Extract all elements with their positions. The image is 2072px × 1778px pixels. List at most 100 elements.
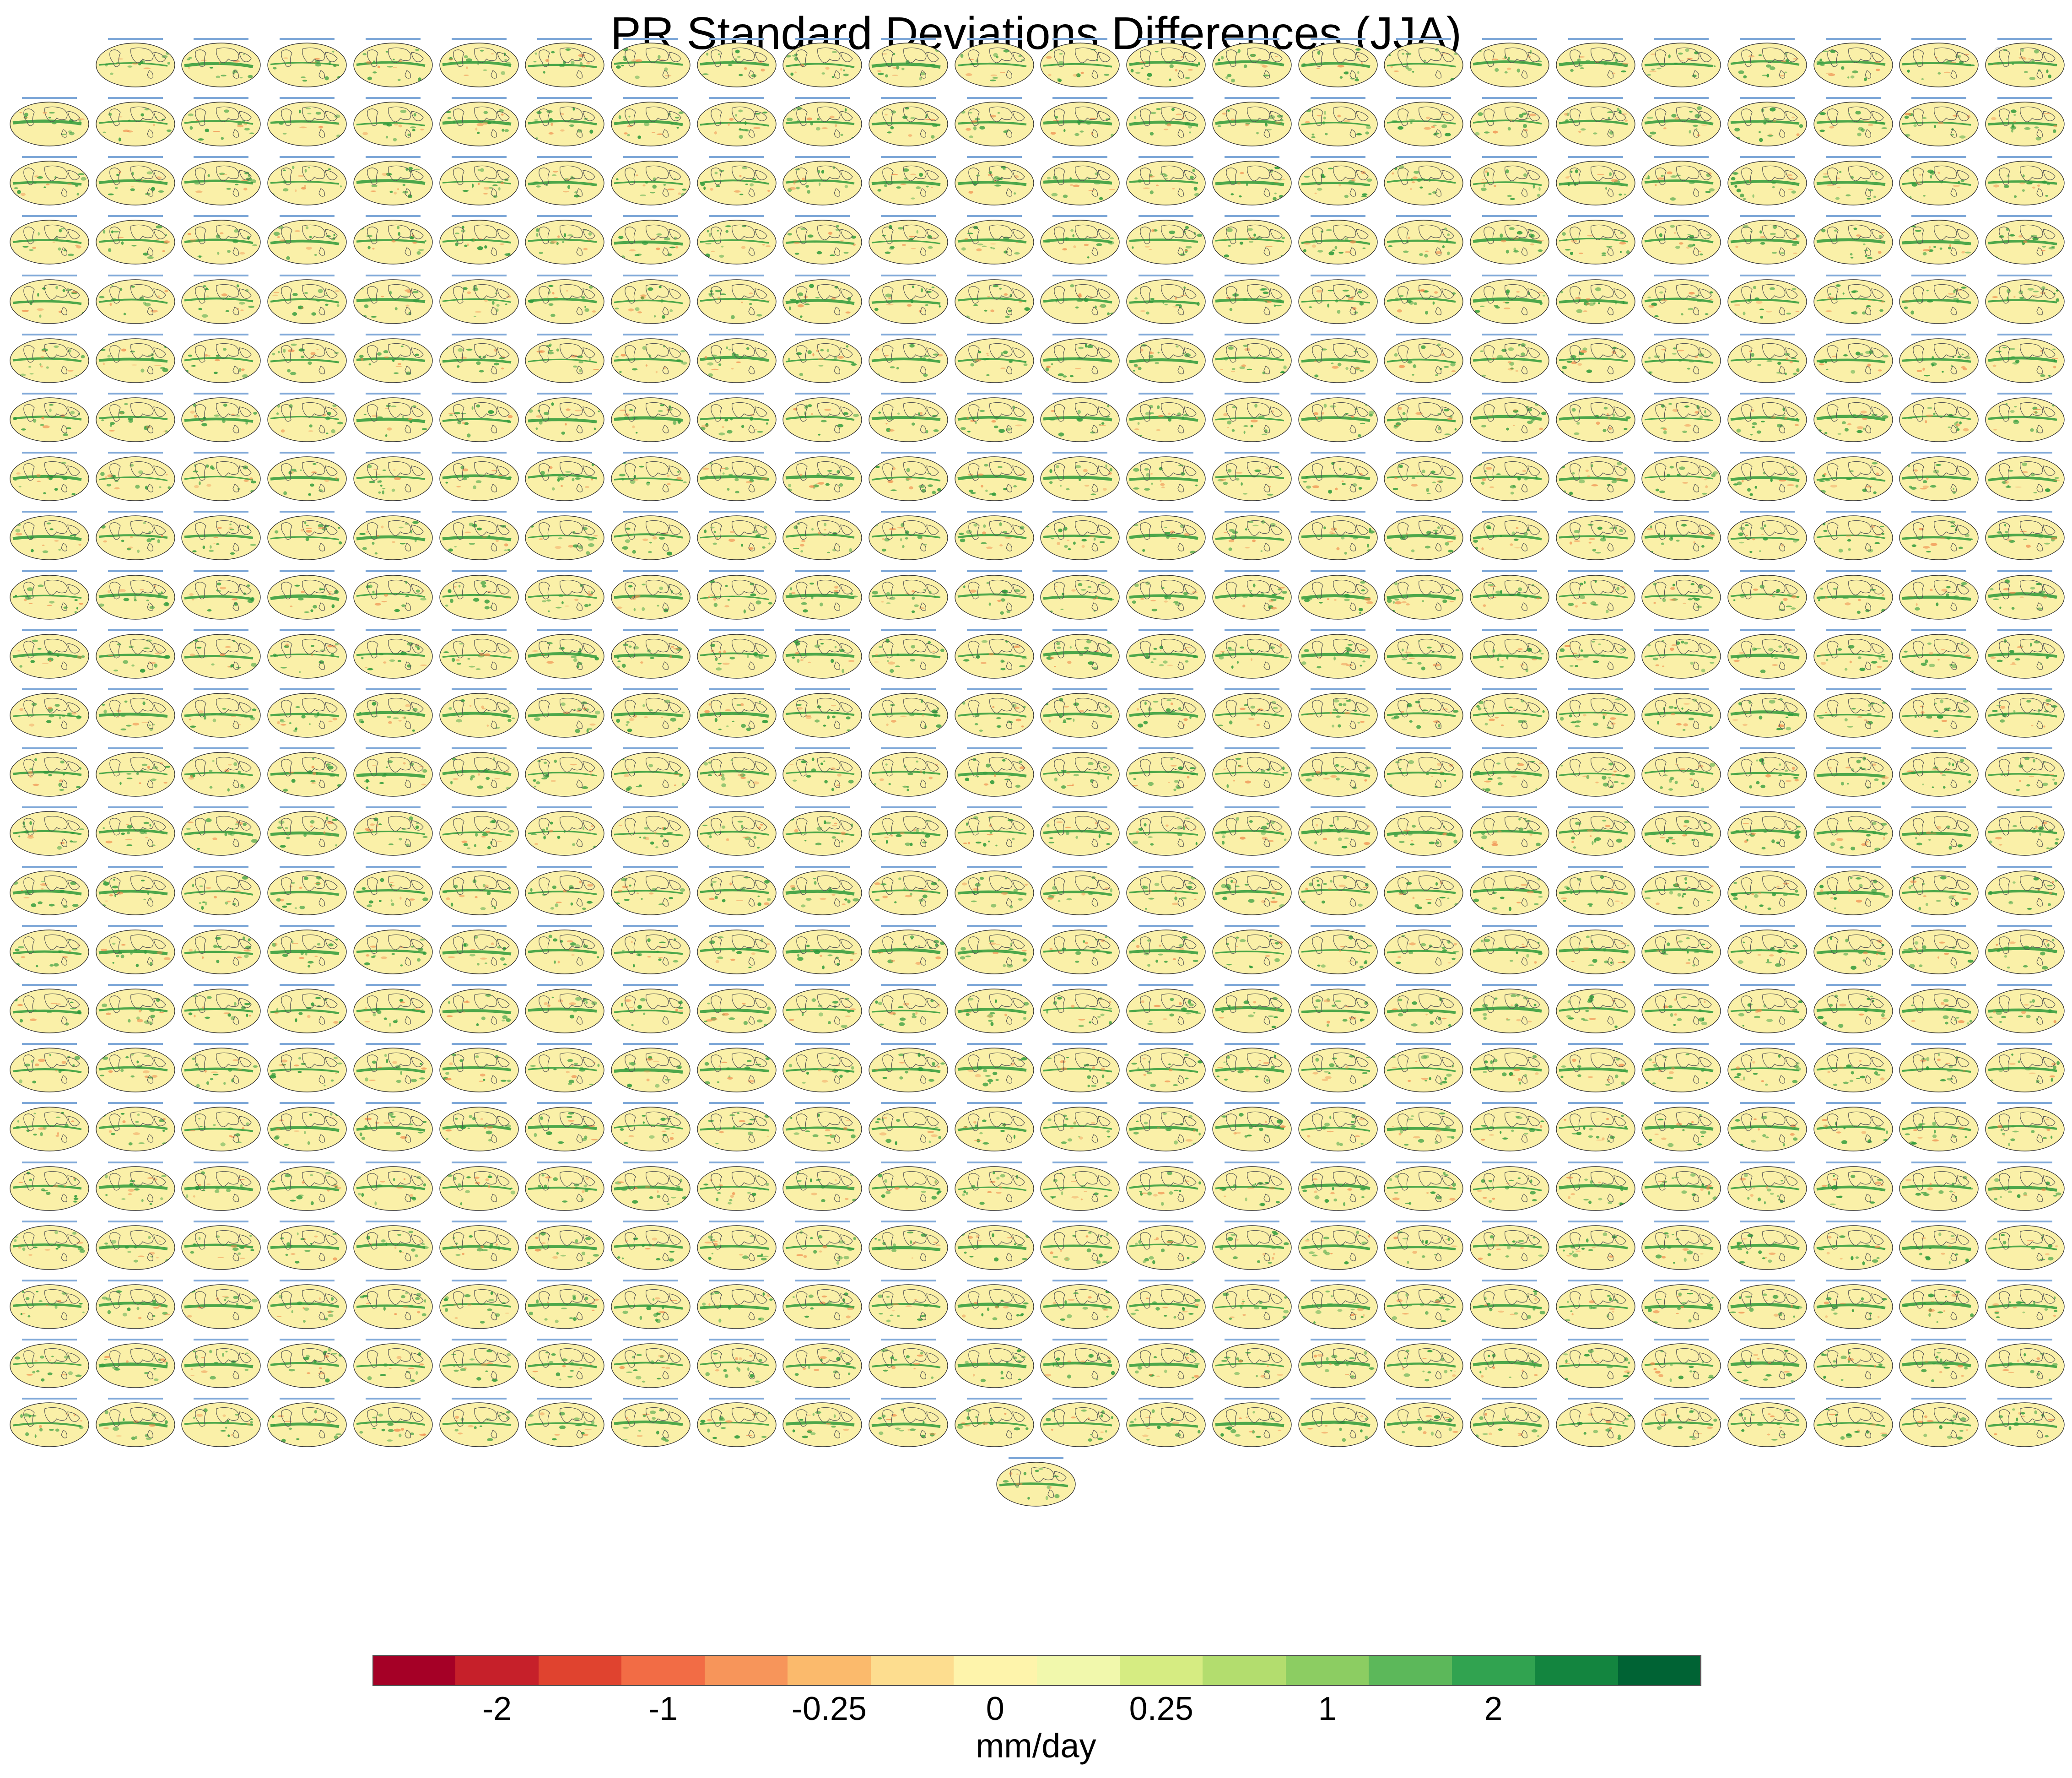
map-panel: [1640, 37, 1722, 95]
map-panel: [8, 392, 91, 449]
map-panel: [696, 983, 778, 1041]
map-panel: [1039, 214, 1121, 272]
map-panel: [94, 569, 177, 627]
map-panel: [696, 628, 778, 686]
colorbar-swatch: [538, 1655, 622, 1686]
map-panel: [1382, 1220, 1465, 1277]
map-panel: [781, 1338, 863, 1395]
map-panel: [610, 1161, 692, 1218]
map-panel: [1640, 569, 1722, 627]
map-panel: [1726, 1161, 1808, 1218]
map-panel: [523, 1338, 606, 1395]
map-panel: [781, 924, 863, 982]
map-panel: [352, 865, 434, 923]
map-panel: [781, 746, 863, 804]
colorbar-swatch: [704, 1655, 788, 1686]
map-panel: [352, 155, 434, 213]
map-panel: [438, 1338, 520, 1395]
map-panel: [1640, 333, 1722, 390]
colorbar-tick-label: 1: [1318, 1691, 1337, 1727]
map-panel: [781, 451, 863, 508]
map-panel: [1039, 1220, 1121, 1277]
map-panel: [523, 214, 606, 272]
map-panel: [1297, 1279, 1379, 1336]
map-panel: [781, 1101, 863, 1159]
map-panel: [1468, 214, 1551, 272]
map-panel: [180, 37, 262, 95]
map-panel: [1554, 628, 1637, 686]
map-panel: [610, 274, 692, 331]
map-panel: [781, 1042, 863, 1100]
map-panel: [1211, 687, 1293, 745]
map-panel: [696, 37, 778, 95]
map-panel: [1984, 510, 2066, 567]
map-panel: [1211, 392, 1293, 449]
map-panel: [1039, 1101, 1121, 1159]
map-panel: [1812, 628, 1894, 686]
map-panel: [1554, 1338, 1637, 1395]
colorbar-swatch: [1451, 1655, 1535, 1686]
map-panel: [1812, 569, 1894, 627]
map-panel: [1554, 451, 1637, 508]
map-panel: [1984, 1042, 2066, 1100]
colorbar-swatch: [788, 1655, 871, 1686]
map-panel: [1640, 1220, 1722, 1277]
map-panel: [1297, 274, 1379, 331]
map-panel: [610, 865, 692, 923]
map-panel: [1726, 333, 1808, 390]
map-panel: [180, 392, 262, 449]
map-panel: [94, 865, 177, 923]
map-panel: [1640, 628, 1722, 686]
map-panel: [867, 510, 950, 567]
map-panel: [696, 214, 778, 272]
map-panel: [696, 865, 778, 923]
map-panel: [8, 1397, 91, 1454]
map-panel: [1125, 628, 1207, 686]
map-panel: [1554, 510, 1637, 567]
map-panel: [523, 1220, 606, 1277]
map-panel: [1898, 1397, 1980, 1454]
map-panel: [1211, 274, 1293, 331]
map-panel: [352, 1338, 434, 1395]
map-panel: [1726, 1397, 1808, 1454]
map-panel: [1297, 569, 1379, 627]
map-panel: [180, 451, 262, 508]
map-panel: [1211, 746, 1293, 804]
map-panel: [781, 274, 863, 331]
map-panel: [266, 569, 348, 627]
map-panel: [953, 865, 1036, 923]
map-panel: [180, 569, 262, 627]
map-panel: [8, 96, 91, 154]
map-panel: [1039, 451, 1121, 508]
map-panel: [867, 274, 950, 331]
map-panel: [1812, 687, 1894, 745]
map-panel: [1812, 1220, 1894, 1277]
map-panel: [953, 510, 1036, 567]
map-panel: [8, 1220, 91, 1277]
map-panel: [696, 1161, 778, 1218]
map-panel: [781, 37, 863, 95]
map-panel: [953, 96, 1036, 154]
map-panel: [1125, 1042, 1207, 1100]
map-panel: [696, 1279, 778, 1336]
map-panel: [1898, 451, 1980, 508]
map-panel: [1039, 983, 1121, 1041]
map-panel: [867, 1220, 950, 1277]
map-panel: [1211, 155, 1293, 213]
map-panel: [1382, 1161, 1465, 1218]
map-panel: [610, 746, 692, 804]
map-panel: [1297, 214, 1379, 272]
map-panel: [523, 1042, 606, 1100]
map-panel: [1554, 37, 1637, 95]
map-panel: [266, 1279, 348, 1336]
map-panel: [1382, 805, 1465, 863]
map-panel: [180, 805, 262, 863]
map-panel: [352, 96, 434, 154]
map-panel: [953, 569, 1036, 627]
map-panel: [438, 1279, 520, 1336]
map-panel: [352, 628, 434, 686]
map-panel: [781, 1279, 863, 1336]
map-panel: [1382, 924, 1465, 982]
map-panel: [610, 96, 692, 154]
map-panel: [1297, 155, 1379, 213]
